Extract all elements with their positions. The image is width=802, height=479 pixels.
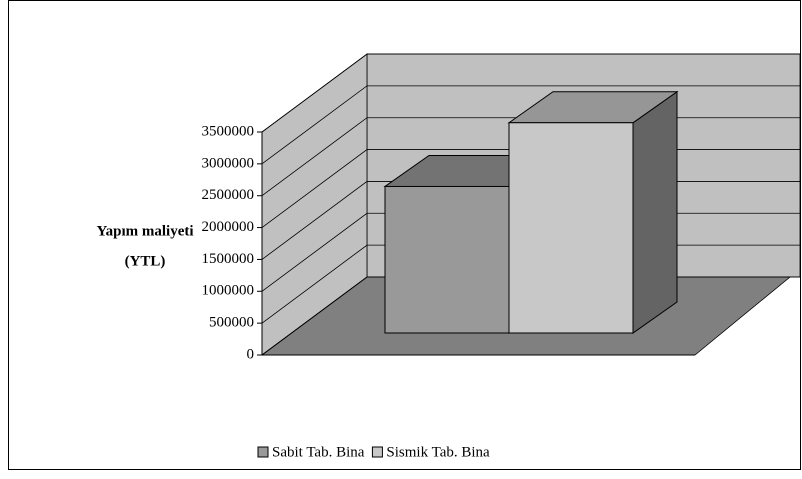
bar-side [632, 90, 678, 334]
y-tick-label: 0 [247, 346, 255, 362]
y-tick-label: 2500000 [202, 187, 255, 203]
y-tick-label: 3000000 [202, 155, 255, 171]
legend-swatch [257, 446, 269, 458]
bar-front [384, 185, 510, 334]
legend-label: Sabit Tab. Bina [272, 444, 365, 460]
y-axis-label: Yapım maliyeti [96, 223, 193, 239]
grid-line [261, 85, 800, 165]
legend-label: Sismik Tab. Bina [386, 444, 490, 460]
y-tick-label: 1000000 [202, 283, 255, 299]
grid-line [261, 53, 800, 133]
legend-swatch [371, 446, 383, 458]
y-tick-label: 3500000 [202, 123, 255, 139]
y-axis-label: (YTL) [125, 253, 166, 269]
bar-front [508, 122, 634, 334]
bar [507, 90, 679, 334]
y-tick-label: 1500000 [202, 251, 255, 267]
y-tick-label: 500000 [209, 315, 254, 331]
y-tick-label: 2000000 [202, 219, 255, 235]
